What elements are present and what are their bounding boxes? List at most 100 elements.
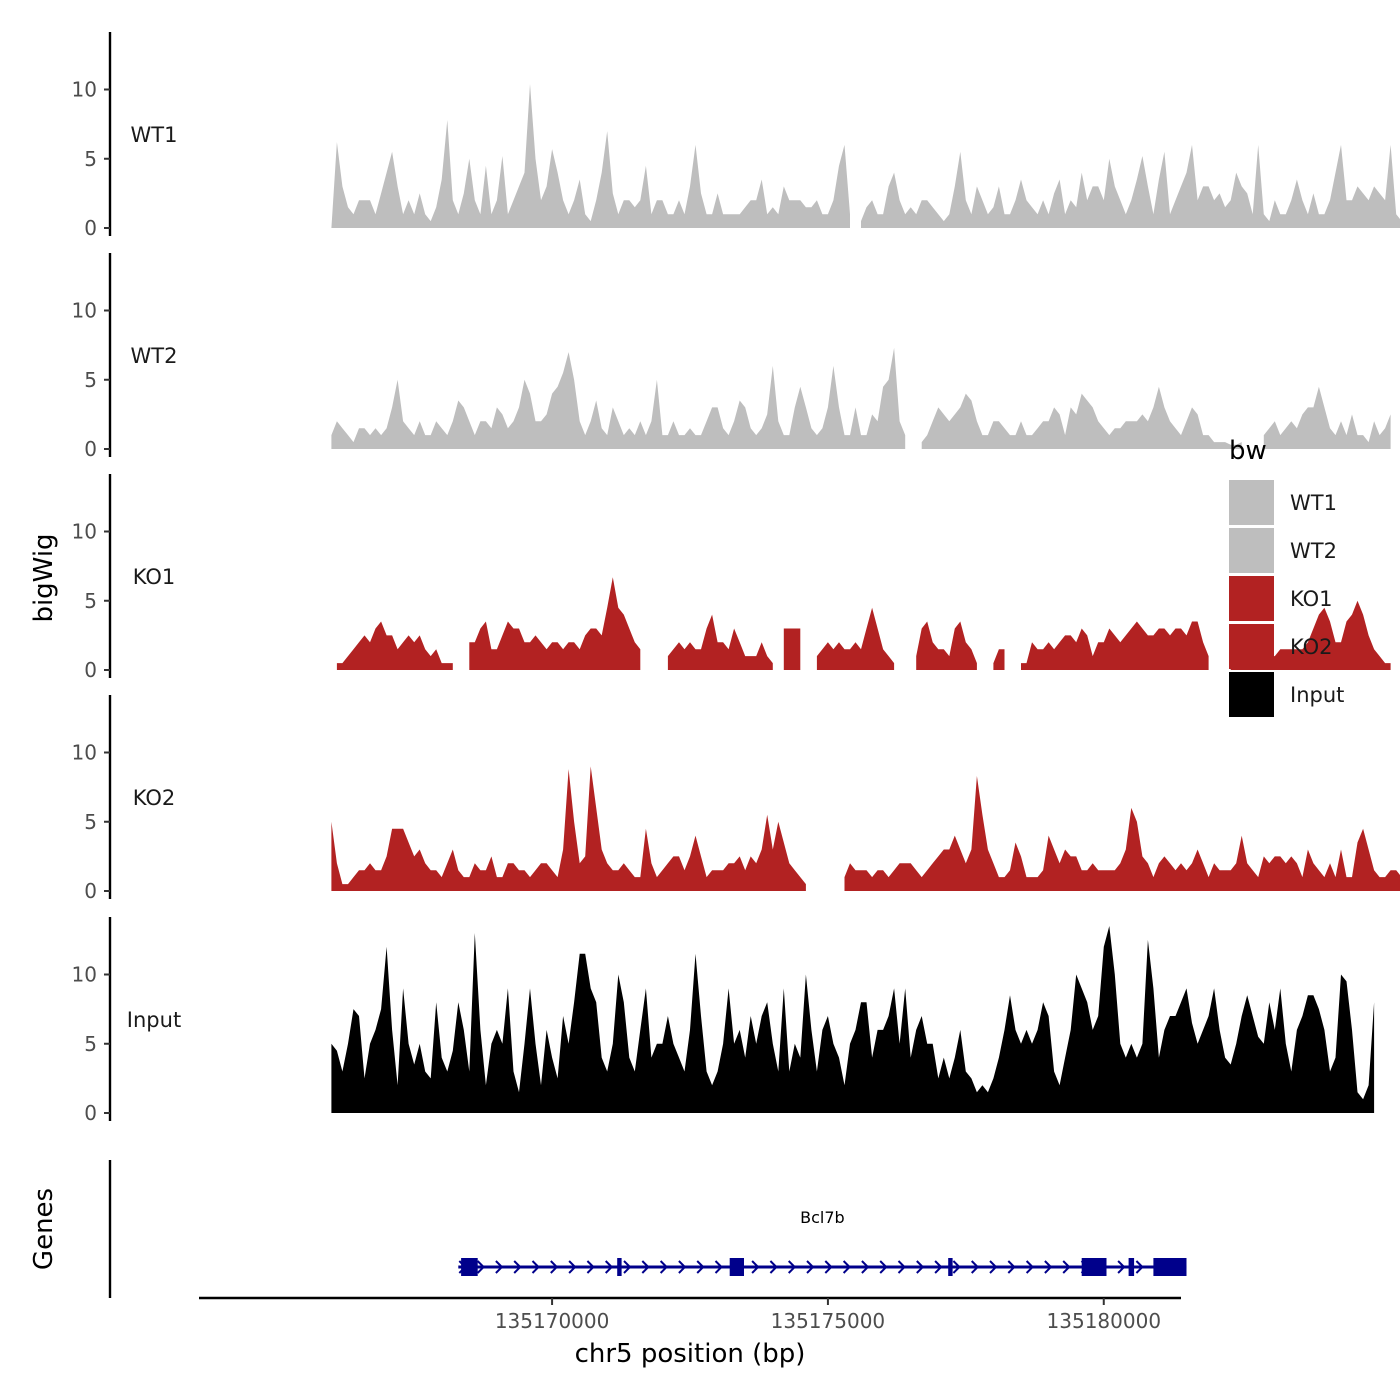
legend-key-ko1 [1229,576,1274,621]
y-tick-label: 10 [72,741,97,765]
strand-arrow [476,1260,486,1274]
strand-arrow [751,1260,760,1274]
y-tick-label: 0 [84,879,97,903]
y-tick-label: 10 [72,963,97,987]
signal-area-ko1 [816,607,895,670]
y-tick-label: 10 [72,299,97,323]
y-axis-title: bigWig [29,533,59,622]
strand-arrow [1117,1260,1126,1274]
signal-area-ko2 [844,776,1400,891]
track-wt1: 0 5 10 WT1 [72,32,1400,240]
signal-area-ko2 [331,766,806,891]
strand-arrow [495,1260,504,1274]
signal-area-wt1 [331,84,850,228]
y-tick-label: 10 [72,78,97,102]
strand-arrow [934,1260,943,1274]
x-tick-label: 135180000 [1047,1309,1162,1333]
strand-arrow [842,1260,852,1274]
strand-arrow [1007,1260,1016,1274]
strand-arrow [787,1260,797,1274]
signal-area-ko1 [667,614,773,670]
legend-key-wt2 [1229,528,1274,573]
track-label: KO1 [133,565,176,589]
y-tick-label: 0 [84,1101,97,1125]
x-tick-label: 135170000 [495,1309,610,1333]
strand-arrow [806,1260,815,1274]
signal-area-ko1 [1021,621,1209,670]
signal-area-ko1 [783,628,801,670]
y-tick-label: 5 [84,147,97,171]
y-tick-label: 5 [84,589,97,613]
y-tick-label: 10 [72,520,97,544]
strand-arrow [586,1260,595,1274]
gene-exon [461,1258,478,1276]
signal-area-ko1 [336,621,453,670]
gene-exon [617,1258,622,1276]
strand-arrow [824,1260,833,1274]
track-label: KO2 [133,786,176,810]
legend-label-wt1: WT1 [1290,491,1337,515]
gene-exon [1128,1258,1135,1276]
signal-area-wt2 [1263,386,1391,449]
legend-label-ko1: KO1 [1290,587,1333,611]
strand-arrow [1025,1260,1035,1274]
strand-arrow [659,1260,669,1274]
signal-area-input [331,926,1375,1113]
signal-area-wt2 [331,347,906,449]
strand-arrow [879,1260,888,1274]
y-tick-label: 0 [84,216,97,240]
strand-arrow [550,1260,559,1274]
legend-key-ko2 [1229,624,1274,669]
track-input: 0 5 10 Input [72,917,1375,1125]
strand-arrow [769,1260,778,1274]
strand-arrow [531,1260,540,1274]
gene-label: Bcl7b [800,1208,845,1227]
y-tick-label: 5 [84,1032,97,1056]
gene-exon [1081,1258,1107,1276]
strand-arrow [678,1260,687,1274]
signal-area-ko1 [993,649,1005,670]
y-tick-label: 5 [84,810,97,834]
track-label: WT1 [131,123,178,147]
signal-area-wt2 [921,386,1242,449]
legend-label-wt2: WT2 [1290,539,1337,563]
legend-label-ko2: KO2 [1290,635,1333,659]
signal-area-ko1 [916,621,977,670]
signal-tracks: 0 5 10 WT1 0 5 10 WT2 0 5 10 KO1 0 5 10 KO2 0 5 10 Input [72,32,1400,1125]
signal-area-ko1 [1230,600,1391,670]
strand-arrow [861,1260,870,1274]
x-axis: 135170000 135175000 135180000 [199,1296,1181,1333]
legend-title: bw [1229,436,1267,466]
strand-arrow [568,1260,577,1274]
gene-exon [729,1258,744,1276]
legend-label-input: Input [1290,683,1344,707]
gene-track-title: Genes [29,1188,59,1270]
x-axis-title: chr5 position (bp) [575,1339,806,1369]
strand-arrow [513,1260,522,1274]
strand-arrow [1135,1260,1144,1274]
legend: bw WT1 WT2 KO1 KO2 Input [1229,436,1344,717]
y-tick-label: 5 [84,368,97,392]
y-tick-label: 0 [84,437,97,461]
track-label: WT2 [131,344,178,368]
x-tick-label: 135175000 [771,1309,886,1333]
strand-arrow [1044,1260,1053,1274]
legend-key-input [1229,672,1274,717]
track-ko2: 0 5 10 KO2 [72,695,1400,903]
gene-exon [948,1258,953,1276]
gene-exon [1153,1258,1187,1276]
strand-arrow [1062,1260,1071,1274]
strand-arrow [970,1260,980,1274]
track-label: Input [127,1008,181,1032]
strand-arrow [989,1260,998,1274]
track-wt2: 0 5 10 WT2 [72,253,1391,461]
strand-arrow [623,1260,632,1274]
track-ko1: 0 5 10 KO1 [72,474,1391,682]
signal-area-ko1 [469,577,641,670]
strand-arrow [916,1260,925,1274]
strand-arrow [952,1260,961,1274]
legend-key-wt1 [1229,480,1274,525]
gene-track: Bcl7b [108,1160,1187,1298]
strand-arrow [641,1260,650,1274]
